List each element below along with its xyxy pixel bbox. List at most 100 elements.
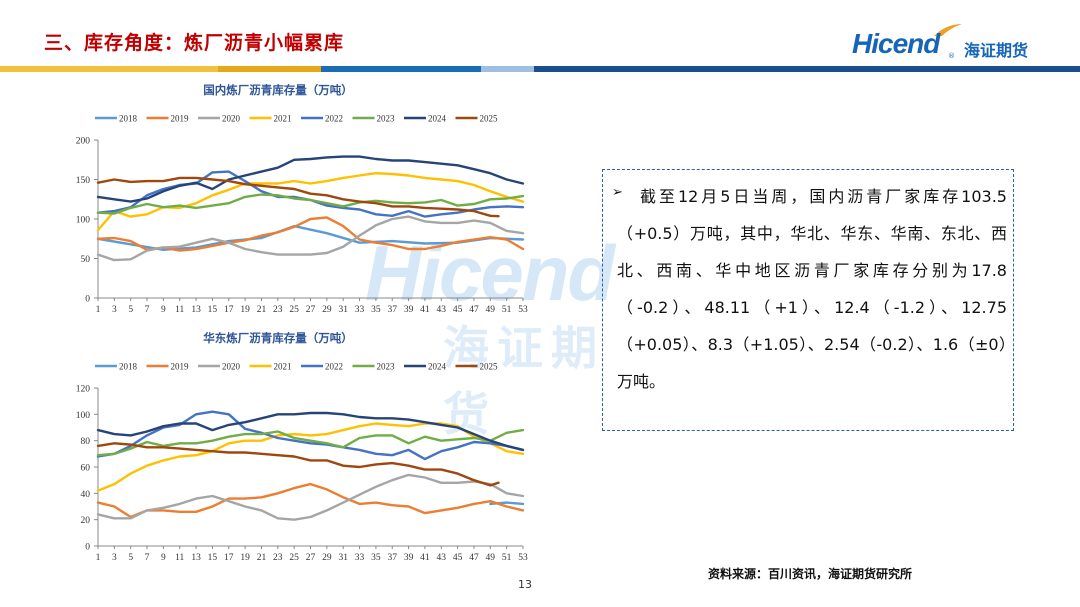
y-tick-label: 80 [81, 437, 91, 447]
x-tick-label: 51 [502, 553, 512, 563]
x-tick-label: 15 [208, 553, 218, 563]
x-tick-label: 17 [224, 305, 234, 315]
legend-label-2020: 2020 [222, 362, 241, 372]
x-tick-label: 25 [289, 553, 299, 563]
x-tick-label: 31 [338, 553, 348, 563]
x-tick-label: 53 [518, 553, 528, 563]
legend-label-2025: 2025 [480, 114, 499, 124]
legend-label-2018: 2018 [119, 362, 138, 372]
x-tick-label: 37 [387, 553, 397, 563]
series-line-2023 [96, 193, 525, 215]
x-tick-label: 17 [224, 553, 234, 563]
x-tick-label: 53 [518, 305, 528, 315]
x-tick-label: 11 [175, 553, 184, 563]
y-tick-label: 40 [81, 490, 91, 500]
slide-title: 三、库存角度：炼厂沥青小幅累库 [44, 32, 345, 54]
y-tick-label: 200 [76, 137, 91, 147]
x-tick-label: 47 [469, 553, 479, 563]
y-tick-label: 20 [81, 516, 91, 526]
hicend-logo: Hicend ® 海证期货 [852, 22, 1052, 66]
x-tick-label: 51 [502, 305, 512, 315]
x-tick-label: 43 [437, 305, 447, 315]
logo-text-en: Hicend [852, 28, 940, 59]
x-tick-label: 19 [240, 305, 250, 315]
series-line-2022 [96, 410, 525, 461]
x-tick-label: 35 [371, 305, 381, 315]
chart-east-china-inventory: 华东炼厂沥青库存量（万吨）2018 2019 2020 2021 2022 2023 202… [76, 331, 528, 563]
x-tick-label: 7 [145, 305, 150, 315]
chart-title: 国内炼厂沥青库存量（万吨） [203, 83, 353, 97]
x-tick-label: 45 [453, 553, 463, 563]
y-tick-label: 120 [76, 385, 91, 395]
legend-label-2022: 2022 [325, 114, 343, 124]
commentary-box: ➢ 截至12月5日当周，国内沥青厂家库存103.5（+0.5）万吨，其中，华北、… [602, 169, 1014, 431]
commentary-paragraph: 截至12月5日当周，国内沥青厂家库存103.5（+0.5）万吨，其中，华北、华东… [617, 187, 1007, 391]
x-tick-label: 29 [322, 305, 332, 315]
x-tick-label: 25 [289, 305, 299, 315]
x-tick-label: 39 [404, 305, 414, 315]
y-tick-label: 100 [76, 411, 91, 421]
x-tick-label: 27 [306, 553, 316, 563]
logo-text-cn: 海证期货 [964, 41, 1029, 60]
legend-label-2024: 2024 [428, 114, 447, 124]
legend-label-2019: 2019 [171, 362, 190, 372]
x-tick-label: 21 [257, 553, 267, 563]
x-tick-label: 41 [420, 553, 430, 563]
header-bar-seg2 [218, 66, 321, 72]
x-tick-label: 41 [420, 305, 430, 315]
logo-swoosh-icon [934, 24, 962, 36]
legend-label-2018: 2018 [119, 114, 138, 124]
x-tick-label: 9 [161, 553, 166, 563]
legend-label-2021: 2021 [274, 114, 292, 124]
series-line-2024 [96, 155, 525, 203]
series-line-2020 [96, 473, 525, 521]
y-tick-label: 150 [76, 176, 91, 186]
legend-label-2021: 2021 [274, 362, 292, 372]
x-tick-label: 29 [322, 553, 332, 563]
header-bar-seg3 [321, 66, 481, 72]
series-line-2019 [96, 216, 525, 252]
x-tick-label: 39 [404, 553, 414, 563]
x-tick-label: 15 [208, 305, 218, 315]
header-bar-seg1 [0, 66, 218, 72]
x-tick-label: 5 [128, 305, 133, 315]
series-line-2023 [96, 428, 525, 457]
y-tick-label: 0 [85, 543, 90, 553]
chart-national-inventory: 国内炼厂沥青库存量（万吨） 2018 2019 2020 2021 2022 2023 202… [76, 83, 528, 315]
header-bar-seg5 [534, 66, 1080, 72]
series-line-2019 [96, 482, 525, 519]
legend-label-2025: 2025 [480, 362, 499, 372]
y-tick-label: 100 [76, 216, 91, 226]
x-tick-label: 19 [240, 553, 250, 563]
series-line-2018 [96, 224, 525, 252]
x-tick-label: 13 [191, 553, 201, 563]
y-tick-label: 60 [81, 464, 91, 474]
commentary-text: 截至12月5日当周，国内沥青厂家库存103.5（+0.5）万吨，其中，华北、华东… [617, 178, 1007, 400]
legend-label-2019: 2019 [171, 114, 190, 124]
x-tick-label: 43 [437, 553, 447, 563]
source-note: 资料来源：百川资讯，海证期货研究所 [708, 567, 913, 581]
chart-title: 华东炼厂沥青库存量（万吨） [203, 331, 353, 345]
series-line-2020 [96, 215, 525, 262]
x-tick-label: 7 [145, 553, 150, 563]
x-tick-label: 1 [96, 305, 101, 315]
x-tick-label: 45 [453, 305, 463, 315]
header-bar-seg4 [481, 66, 534, 72]
x-tick-label: 11 [175, 305, 184, 315]
series-line-2024 [96, 411, 525, 452]
x-tick-label: 33 [355, 553, 365, 563]
series-line-2021 [96, 422, 525, 492]
series-line-2025 [96, 442, 500, 487]
x-tick-label: 1 [96, 553, 101, 563]
x-tick-label: 33 [355, 305, 365, 315]
x-tick-label: 5 [128, 553, 133, 563]
x-tick-label: 27 [306, 305, 316, 315]
legend-label-2023: 2023 [377, 114, 396, 124]
x-tick-label: 21 [257, 305, 267, 315]
x-tick-label: 3 [112, 305, 117, 315]
page-number: 13 [518, 578, 532, 591]
series-line-2025 [96, 176, 500, 218]
x-tick-label: 35 [371, 553, 381, 563]
logo-registered: ® [948, 52, 955, 60]
x-tick-label: 23 [273, 553, 283, 563]
